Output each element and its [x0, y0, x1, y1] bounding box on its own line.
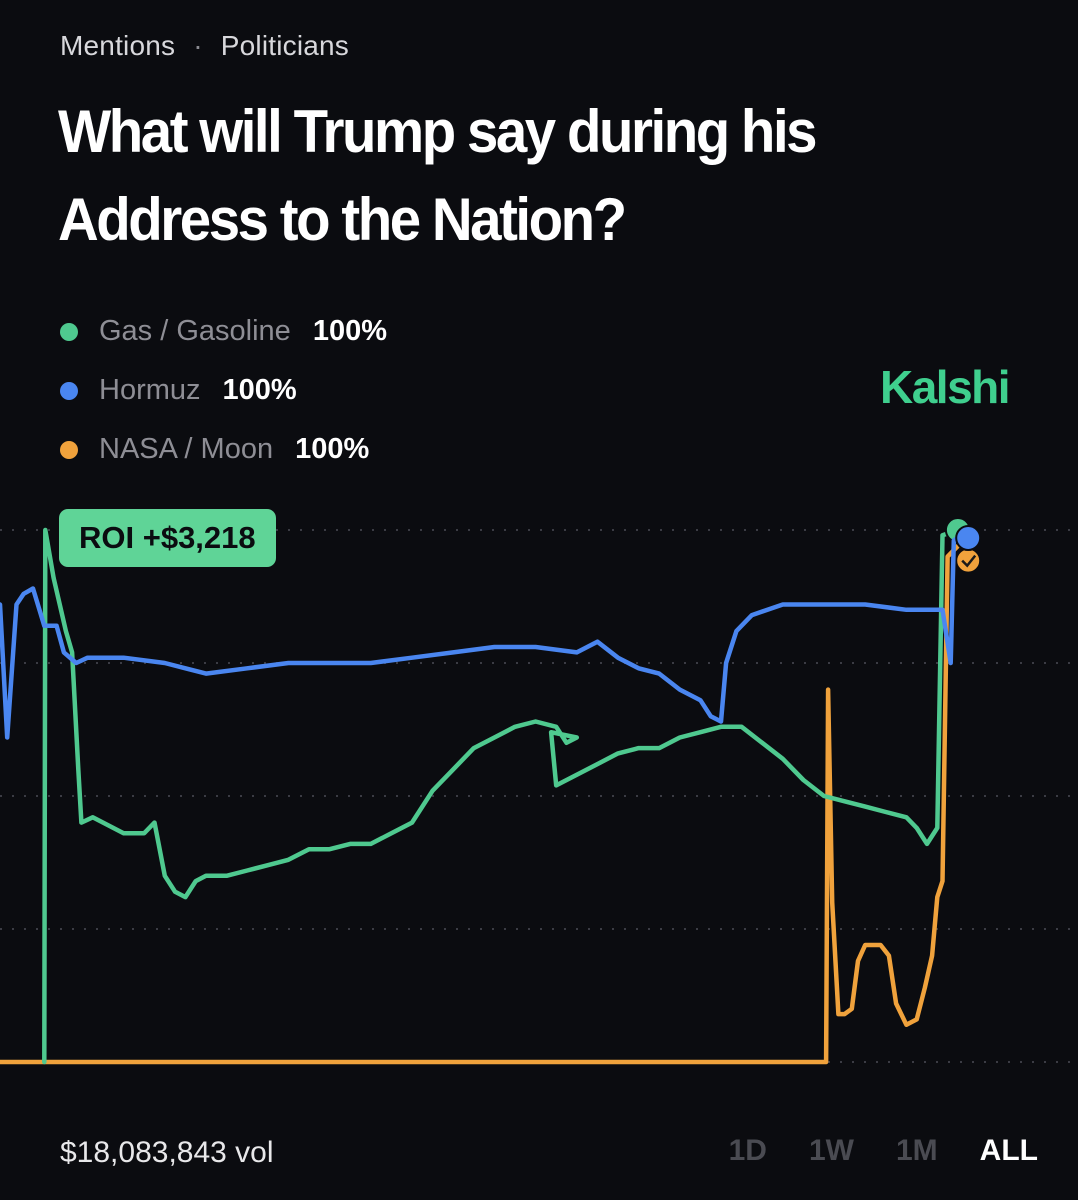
- volume-label: $18,083,843 vol: [60, 1136, 274, 1169]
- series-endpoint-hormuz: [955, 525, 982, 551]
- kalshi-logo: Kalshi: [880, 361, 1011, 413]
- breadcrumb: Mentions · Politicians: [60, 30, 349, 62]
- range-1m[interactable]: 1M: [895, 1134, 938, 1167]
- page-title: What will Trump say during his Address t…: [58, 98, 818, 253]
- range-all[interactable]: ALL: [979, 1134, 1038, 1167]
- range-1w[interactable]: 1W: [808, 1134, 854, 1167]
- legend-item-value: 100%: [295, 433, 370, 465]
- legend-item-name: Gas / Gasoline: [99, 315, 291, 347]
- series-endpoint-nasa-moon: [955, 547, 982, 574]
- legend-item-gas[interactable]: Gas / Gasoline 100%: [60, 302, 387, 361]
- legend-dot-icon: [60, 381, 78, 400]
- range-1d[interactable]: 1D: [728, 1134, 767, 1167]
- breadcrumb-subcategory[interactable]: Politicians: [220, 30, 350, 61]
- legend-item-value: 100%: [222, 374, 297, 406]
- legend-item-name: Hormuz: [99, 374, 201, 406]
- series-line-hormuz: [0, 527, 971, 740]
- series-line-gas-gasoline: [42, 527, 961, 1065]
- legend-item-hormuz[interactable]: Hormuz 100%: [60, 361, 387, 420]
- legend-dot-icon: [60, 440, 78, 459]
- legend-item-nasa[interactable]: NASA / Moon 100%: [60, 420, 387, 479]
- roi-badge: ROI +$3,218: [59, 509, 276, 567]
- series-line-nasa-moon: [0, 538, 971, 1065]
- chart-legend: Gas / Gasoline 100% Hormuz 100% NASA / M…: [60, 302, 387, 479]
- time-range-selector: 1D 1W 1M ALL: [687, 1134, 1038, 1168]
- price-chart[interactable]: [0, 500, 1078, 1080]
- legend-item-name: NASA / Moon: [99, 433, 274, 465]
- breadcrumb-category[interactable]: Mentions: [60, 30, 176, 61]
- legend-dot-icon: [60, 322, 78, 341]
- legend-item-value: 100%: [312, 315, 387, 347]
- resolved-check-icon: [961, 554, 977, 568]
- breadcrumb-separator: ·: [193, 30, 203, 61]
